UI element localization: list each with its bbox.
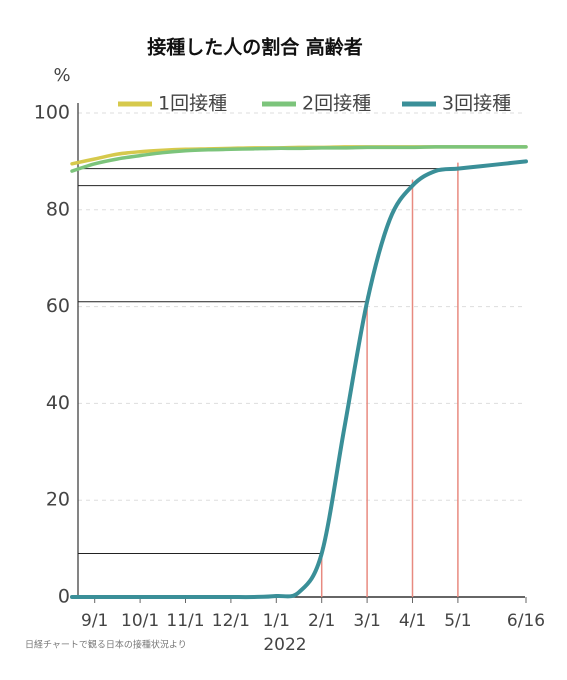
x-tick-label: 6/16 — [507, 611, 545, 631]
legend-label: 1回接種 — [158, 93, 227, 115]
x-tick-label: 12/1 — [212, 611, 250, 631]
series-line — [70, 145, 528, 173]
source-note: 日経チャートで観る日本の接種状況より — [25, 639, 187, 651]
y-tick-label: 60 — [46, 295, 70, 317]
x-tick-label: 3/1 — [353, 611, 380, 631]
x-tick-label: 11/1 — [166, 611, 204, 631]
x-tick-label: 1/1 — [263, 611, 290, 631]
x-tick-label: 9/1 — [81, 611, 108, 631]
x-tick-label: 10/1 — [121, 611, 159, 631]
y-unit: % — [53, 65, 70, 86]
legend-label: 2回接種 — [302, 93, 371, 115]
y-tick-label: 20 — [46, 489, 70, 511]
series-line — [70, 159, 528, 600]
y-tick-label: 0 — [58, 586, 70, 608]
chart-title: 接種した人の割合 高齢者 — [147, 36, 363, 59]
year-label: 2022 — [263, 635, 306, 655]
x-tick-label: 4/1 — [399, 611, 426, 631]
x-tick-label: 5/1 — [444, 611, 471, 631]
y-tick-label: 100 — [34, 102, 70, 124]
legend-label: 3回接種 — [442, 93, 511, 115]
y-tick-label: 40 — [46, 392, 70, 414]
x-tick-label: 2/1 — [308, 611, 335, 631]
y-tick-label: 80 — [46, 198, 70, 220]
